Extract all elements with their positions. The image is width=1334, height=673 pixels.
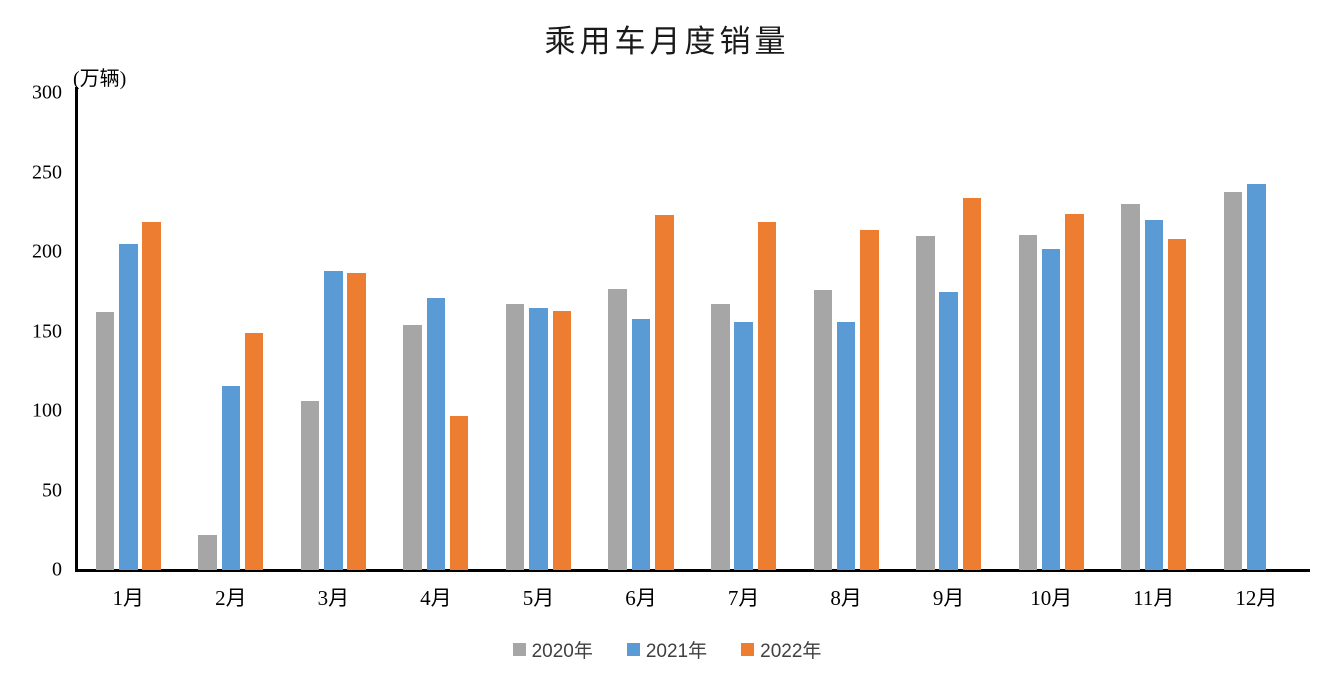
x-category-label: 11月: [1133, 586, 1175, 610]
bar-2022年-3月: [347, 272, 366, 570]
bar-2020年-1月: [95, 312, 115, 570]
bar-2020年-11月: [1121, 204, 1140, 570]
bar-2021年-8月: [836, 321, 856, 570]
y-tick-label: 50: [42, 479, 62, 501]
y-tick-label: 150: [32, 320, 62, 342]
y-axis-line: [75, 87, 78, 572]
chart-title: 乘用车月度销量: [544, 24, 790, 59]
bar-2020年-10月: [1018, 234, 1038, 570]
bar-2021年-4月: [426, 298, 446, 570]
y-tick-label: 100: [32, 399, 62, 422]
x-category-label: 3月: [317, 586, 350, 610]
bar-2020年-2月: [198, 535, 217, 570]
bar-2022年-5月: [552, 310, 572, 570]
legend-swatch-icon: [512, 643, 526, 656]
x-category-label: 6月: [625, 586, 657, 610]
x-category-label: 12月: [1235, 586, 1278, 610]
bar-2020年-4月: [403, 325, 422, 570]
x-category-label: 5月: [522, 586, 555, 610]
bar-2020年-9月: [916, 236, 935, 570]
y-tick-label: 250: [32, 161, 62, 183]
bar-2021年-10月: [1041, 248, 1061, 570]
y-tick-label: 0: [52, 558, 62, 581]
x-category-label: 8月: [830, 586, 862, 610]
x-category-label: 7月: [727, 586, 760, 610]
legend: 2020年 2021年 2022年: [0, 636, 1334, 663]
x-category-label: 4月: [420, 586, 452, 610]
bar-2020年-6月: [608, 288, 627, 570]
bar-2021年-1月: [119, 244, 138, 570]
bar-2020年-3月: [300, 401, 320, 570]
bar-2022年-7月: [757, 221, 777, 570]
bar-2021年-7月: [734, 321, 753, 570]
bar-2022年-9月: [962, 197, 982, 570]
legend-swatch-icon: [626, 643, 640, 656]
bar-2021年-6月: [631, 318, 651, 570]
bar-2022年-11月: [1167, 239, 1187, 570]
bar-2020年-12月: [1223, 191, 1243, 570]
legend-item-2021年: 2021年: [626, 636, 708, 663]
y-tick-label: 300: [32, 81, 62, 104]
bar-2022年-6月: [655, 215, 674, 570]
bar-2021年-9月: [939, 291, 958, 570]
x-category-label: 10月: [1030, 586, 1073, 610]
bar-2021年-3月: [324, 271, 343, 570]
legend-swatch-icon: [741, 643, 755, 656]
y-axis-unit-label: (万辆): [73, 68, 127, 90]
bar-2021年-2月: [221, 385, 241, 570]
bar-2022年-2月: [244, 333, 264, 570]
x-axis-line: [76, 569, 1310, 572]
legend-label: 2020年: [531, 641, 593, 662]
bar-2021年-12月: [1247, 183, 1266, 570]
bar-2020年-5月: [505, 304, 525, 570]
bar-2020年-8月: [813, 290, 833, 570]
x-category-label: 2月: [215, 586, 247, 610]
x-category-label: 1月: [112, 586, 145, 610]
bar-2022年-4月: [449, 415, 469, 570]
bar-2021年-5月: [529, 307, 548, 570]
x-category-label: 9月: [932, 586, 965, 610]
bar-2021年-11月: [1144, 220, 1164, 570]
legend-item-2022年: 2022年: [741, 636, 821, 663]
bar-2022年-10月: [1065, 213, 1084, 570]
bar-2022年-8月: [860, 229, 879, 570]
y-tick-label: 200: [32, 240, 62, 263]
bar-2022年-1月: [142, 221, 161, 570]
legend-label: 2021年: [645, 641, 708, 662]
legend-item-2020年: 2020年: [512, 636, 593, 663]
bar-2020年-7月: [711, 304, 730, 570]
legend-label: 2022年: [760, 641, 822, 662]
